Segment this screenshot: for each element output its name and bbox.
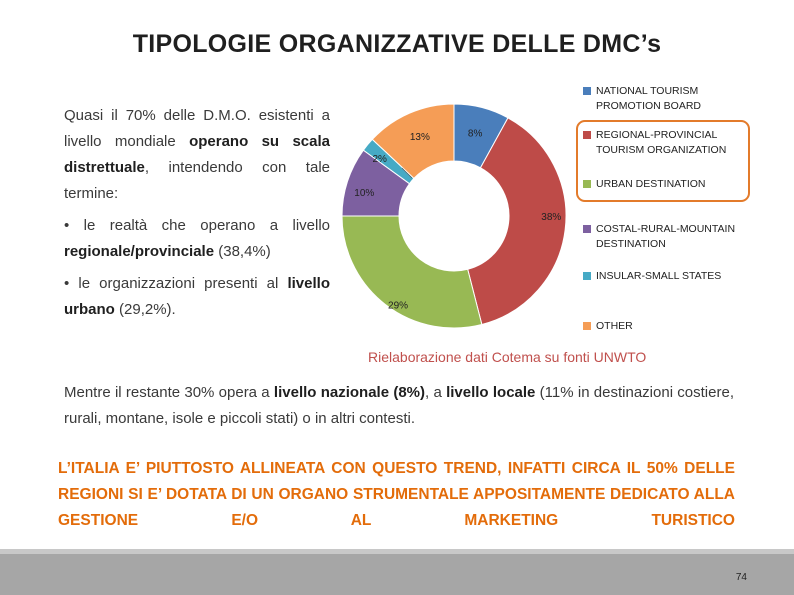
donut-slice-2 — [341, 215, 483, 329]
middle-paragraph: Mentre il restante 30% opera a livello n… — [64, 384, 734, 427]
legend-label: NATIONAL TOURISM PROMOTION BOARD — [596, 85, 702, 112]
slice-label-5: 13% — [410, 132, 430, 143]
legend-item-2: URBAN DESTINATION — [583, 177, 756, 192]
bullet-urban: • le organizzazioni presenti al livello … — [64, 275, 330, 318]
callout-text: L’ITALIA E’ PIUTTOSTO ALLINEATA CON QUES… — [58, 460, 735, 529]
bullet-regional: • le realtà che operano a livello region… — [64, 217, 330, 260]
legend-swatch — [583, 225, 591, 233]
legend-item-4: INSULAR-SMALL STATES — [583, 269, 756, 284]
legend-highlight-box — [576, 120, 750, 202]
footer-bar — [0, 554, 794, 595]
label-leader-line — [401, 167, 413, 179]
slice-label-3: 10% — [354, 188, 374, 199]
donut-slice-1 — [467, 117, 567, 326]
slide-title: TIPOLOGIE ORGANIZZATIVE DELLE DMC’s — [132, 30, 662, 58]
legend-swatch — [583, 87, 591, 95]
left-text-block: Quasi il 70% delle D.M.O. esistenti a li… — [64, 103, 330, 329]
legend-item-5: OTHER — [583, 319, 756, 334]
chart-source-caption: Rielaborazione dati Cotema su fonti UNWT… — [368, 349, 647, 365]
legend-label: URBAN DESTINATION — [596, 178, 706, 190]
legend-label: REGIONAL-PROVINCIAL TOURISM ORGANIZATION — [596, 129, 727, 156]
legend-label: COSTAL-RURAL-MOUNTAIN DESTINATION — [596, 223, 736, 250]
donut-chart: 8% 38% 29% 10% 2% 13% — [330, 92, 580, 342]
donut-chart-svg: 8% 38% 29% 10% 2% 13% — [341, 103, 567, 329]
legend-swatch — [583, 131, 591, 139]
donut-slice-5 — [371, 103, 455, 180]
legend-swatch — [583, 180, 591, 188]
legend-swatch — [583, 272, 591, 280]
legend-item-0: NATIONAL TOURISM PROMOTION BOARD — [583, 84, 756, 114]
slice-label-0: 8% — [468, 129, 483, 140]
paragraph-1: Quasi il 70% delle D.M.O. esistenti a li… — [64, 107, 330, 202]
legend-label: INSULAR-SMALL STATES — [596, 270, 722, 282]
slice-label-2: 29% — [388, 301, 408, 312]
slice-label-1: 38% — [541, 212, 561, 223]
legend-item-3: COSTAL-RURAL-MOUNTAIN DESTINATION — [583, 222, 756, 252]
legend-swatch — [583, 322, 591, 330]
footer-divider — [0, 549, 794, 554]
page-number: 74 — [735, 572, 747, 583]
legend-label: OTHER — [596, 320, 633, 332]
slice-label-4: 2% — [373, 154, 388, 165]
legend-item-1: REGIONAL-PROVINCIAL TOURISM ORGANIZATION — [583, 128, 756, 158]
